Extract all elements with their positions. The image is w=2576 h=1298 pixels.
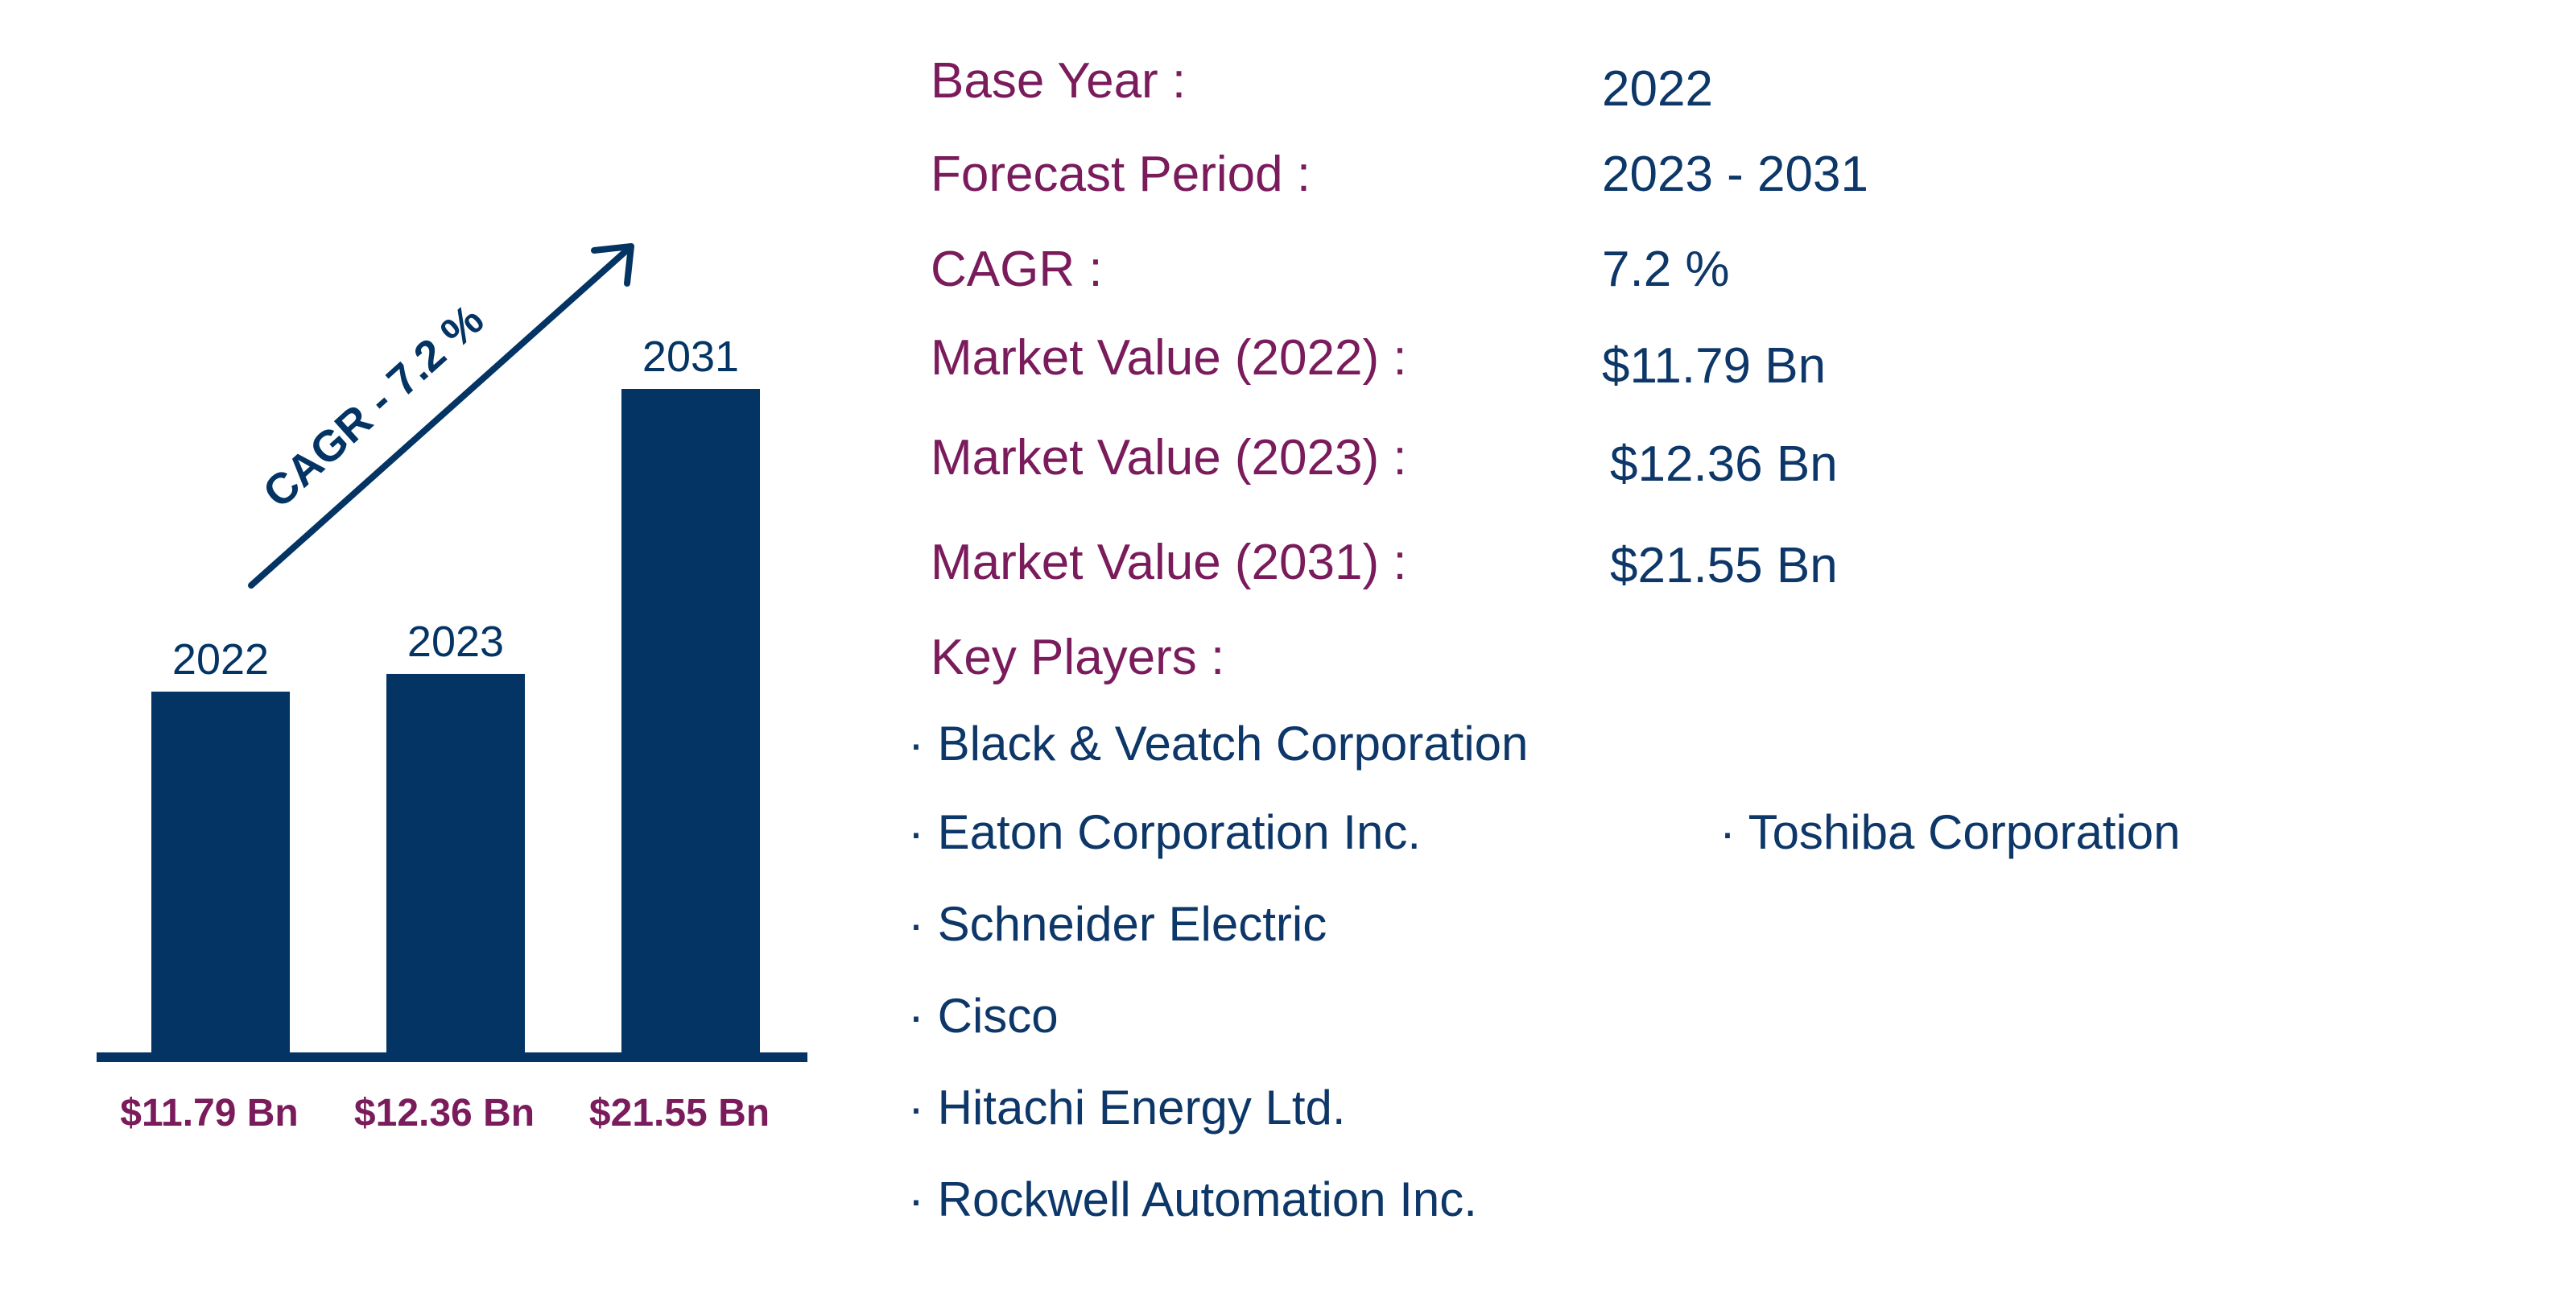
cagr-arrow [248, 243, 634, 589]
market-value-2031-value: $21.55 Bn [1610, 538, 1838, 593]
cagr-value: 7.2 % [1602, 242, 1730, 297]
cagr-label: CAGR : [931, 242, 1103, 297]
player-item: · Black & Veatch Corporation [908, 717, 1529, 771]
bar-2031 [621, 389, 760, 1057]
bar-value-label: $21.55 Bn [589, 1092, 770, 1135]
key-players-label: Key Players : [931, 630, 1225, 685]
bar-2023 [386, 673, 525, 1057]
bar-year-label: 2022 [172, 635, 269, 684]
forecast-period-label: Forecast Period : [931, 147, 1311, 202]
market-value-2023-label: Market Value (2023) : [931, 430, 1407, 486]
player-item: · Toshiba Corporation [1719, 805, 2181, 859]
player-item: · Rockwell Automation Inc. [908, 1172, 1477, 1226]
market-value-2031-label: Market Value (2031) : [931, 535, 1407, 590]
market-value-2022-label: Market Value (2022) : [931, 330, 1407, 386]
forecast-period-value: 2023 - 2031 [1602, 147, 1868, 202]
bar-value-label: $11.79 Bn [120, 1092, 298, 1135]
market-value-2023-value: $12.36 Bn [1610, 436, 1838, 492]
bar-2022 [151, 691, 290, 1057]
cagr-annotation: CAGR - 7.2 % [254, 296, 493, 517]
base-year-label: Base Year : [931, 53, 1187, 109]
bar-year-label: 2023 [407, 618, 504, 666]
bars-group: 2022 $11.79 Bn 2023 $12.36 Bn 2031 $21.55 Bn [120, 333, 770, 1135]
bar-value-label: $12.36 Bn [354, 1092, 535, 1135]
bar-year-label: 2031 [642, 333, 739, 381]
player-item: · Hitachi Energy Ltd. [908, 1081, 1346, 1135]
player-item: · Cisco [908, 989, 1059, 1043]
base-year-value: 2022 [1602, 61, 1713, 117]
player-item: · Eaton Corporation Inc. [908, 805, 1422, 859]
player-item: · Schneider Electric [908, 897, 1327, 951]
market-value-2022-value: $11.79 Bn [1602, 338, 1827, 394]
